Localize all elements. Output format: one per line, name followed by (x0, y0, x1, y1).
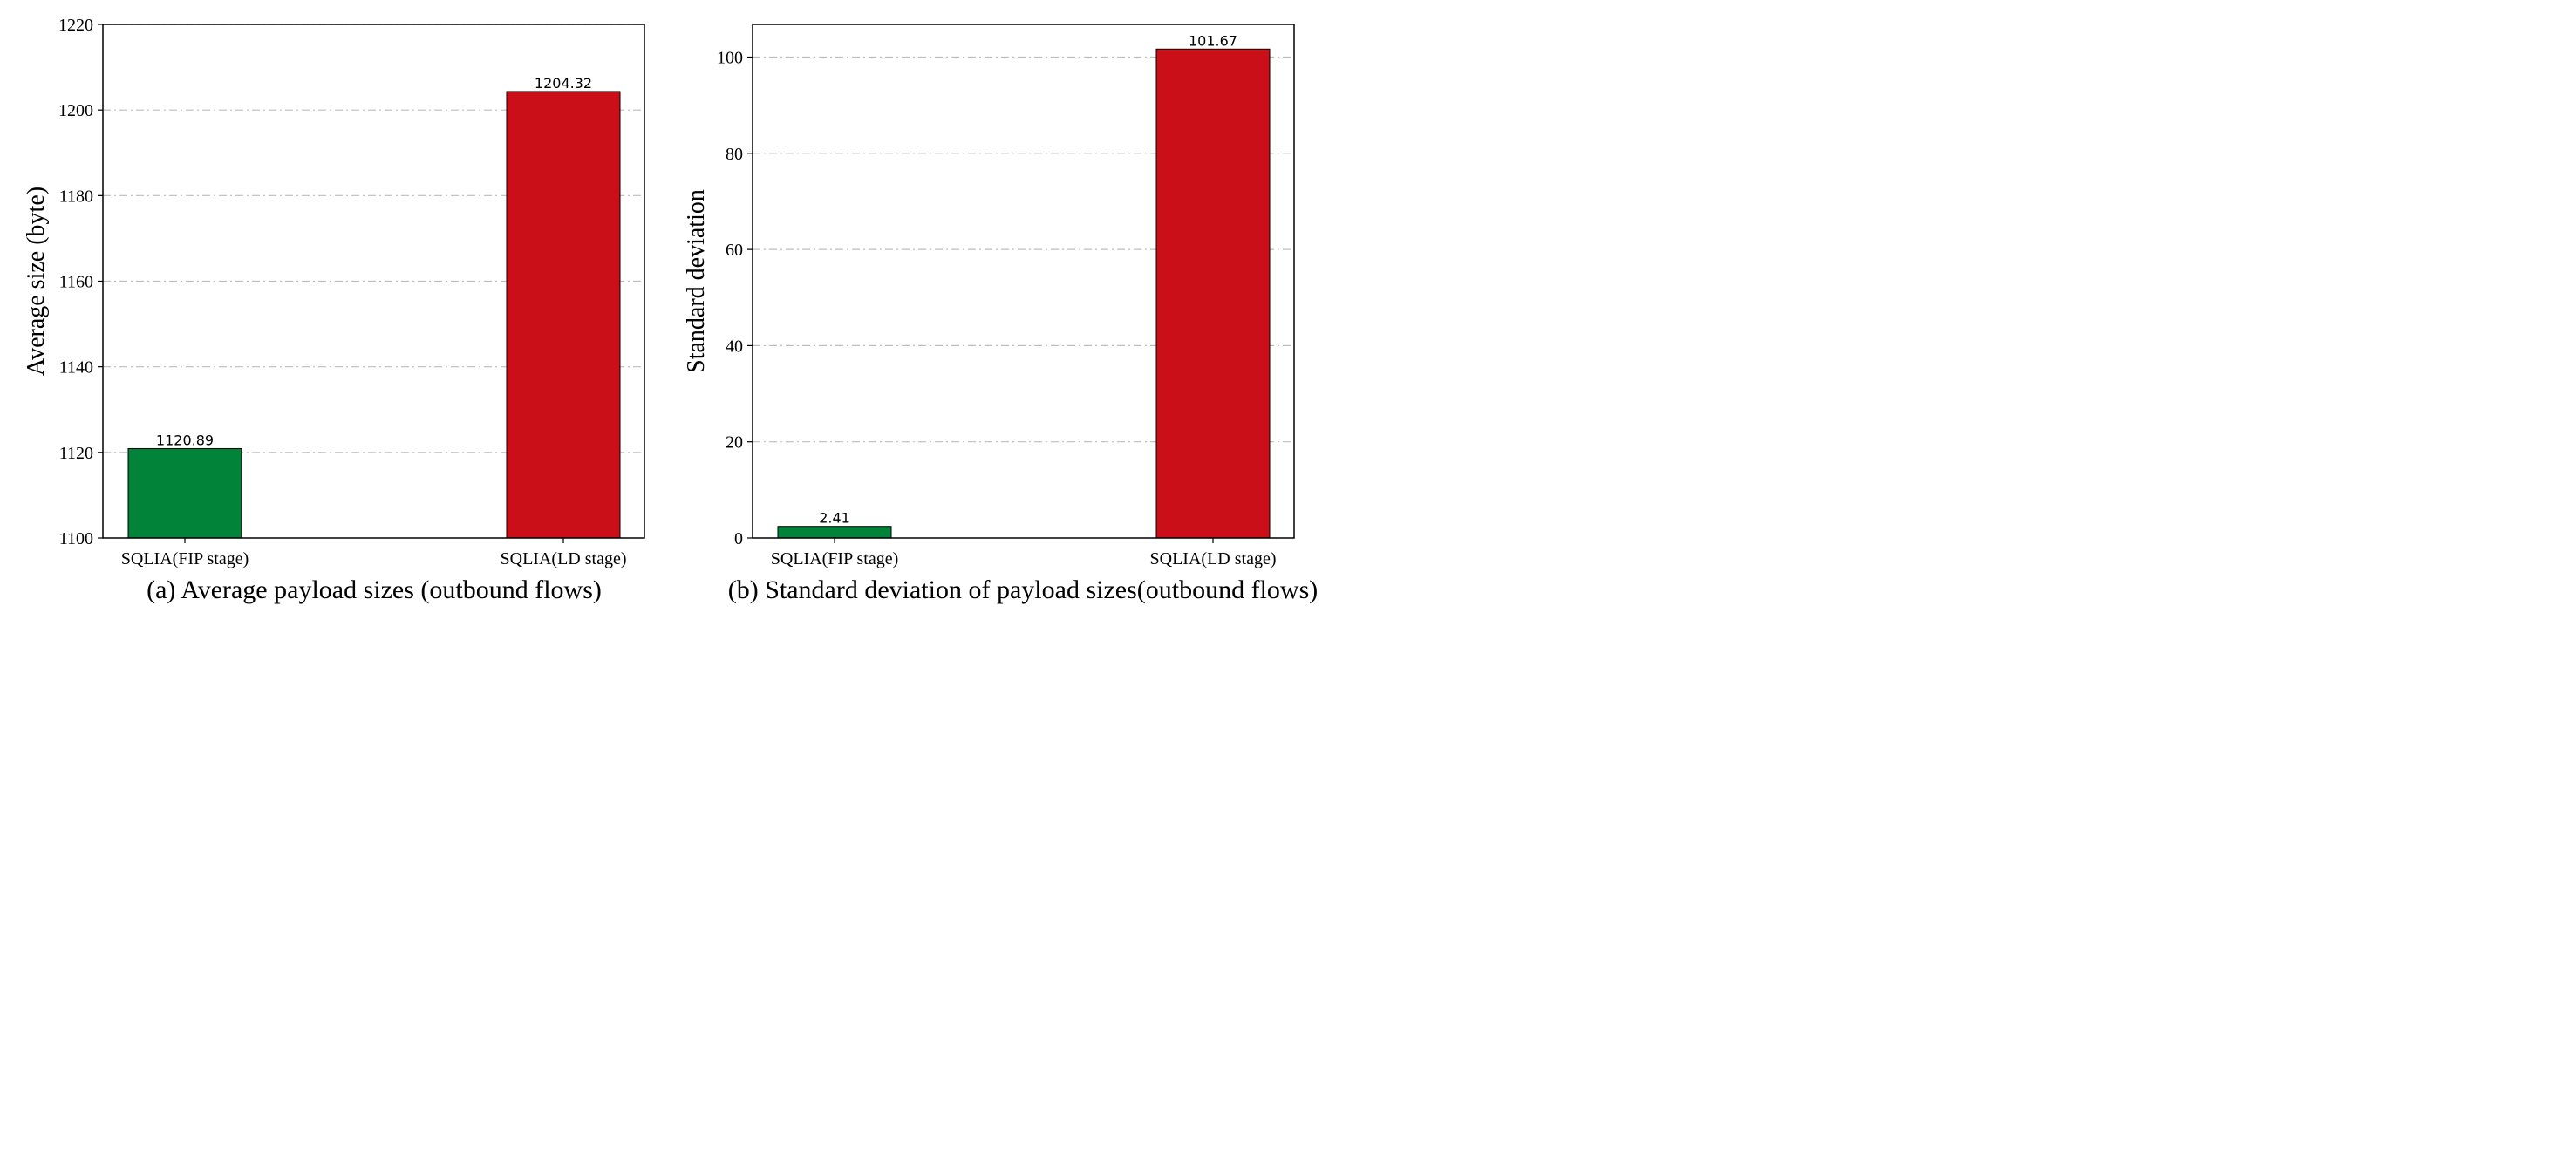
panel-caption: (a) Average payload sizes (outbound flow… (147, 575, 602, 604)
y-tick-label: 1220 (58, 16, 93, 35)
y-axis-title: Average size (byte) (23, 187, 50, 376)
panel-a: 1120.89 1204.32 1100 1120 1140 1160 1180 1200 12… (23, 16, 645, 604)
bar-ld-stage (506, 91, 621, 539)
x-tick-label: SQLIA(LD stage) (1150, 549, 1277, 568)
x-tick-label: SQLIA(LD stage) (501, 549, 627, 568)
y-tick-label: 60 (726, 241, 743, 260)
y-tick-label: 1180 (59, 187, 93, 206)
plot-frame (752, 24, 1295, 539)
y-tick-label: 1140 (59, 358, 93, 378)
data-label: 2.41 (819, 510, 850, 527)
y-tick-label: 1100 (59, 529, 93, 548)
figure: 1120.89 1204.32 1100 1120 1140 1160 1180 1200 12… (23, 16, 1318, 604)
bar-ld-stage (1155, 48, 1271, 539)
y-tick-label: 80 (726, 145, 743, 164)
y-tick-label: 1200 (58, 101, 93, 120)
y-tick-label: 100 (717, 49, 743, 68)
bar-fip-stage (127, 447, 242, 539)
x-tick-label: SQLIA(FIP stage) (771, 549, 898, 568)
data-label: 1204.32 (535, 75, 592, 92)
data-label: 101.67 (1189, 32, 1237, 49)
y-tick-label: 1160 (59, 273, 93, 292)
data-label: 1120.89 (156, 432, 214, 448)
y-axis-title: Standard deviation (683, 189, 710, 373)
y-tick-label: 40 (726, 337, 743, 356)
bar-fip-stage (777, 526, 892, 539)
y-tick-label: 0 (734, 529, 743, 548)
x-tick-label: SQLIA(FIP stage) (121, 549, 249, 568)
y-tick-label: 1120 (59, 444, 93, 463)
y-tick-label: 20 (726, 433, 743, 453)
panel-caption: (b) Standard deviation of payload sizes(… (728, 575, 1319, 604)
panel-b: 2.41 101.67 0 20 40 60 80 100 SQLIA(FIP stage) SQ… (683, 24, 1318, 604)
